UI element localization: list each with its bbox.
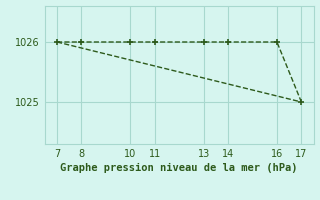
X-axis label: Graphe pression niveau de la mer (hPa): Graphe pression niveau de la mer (hPa) (60, 163, 298, 173)
